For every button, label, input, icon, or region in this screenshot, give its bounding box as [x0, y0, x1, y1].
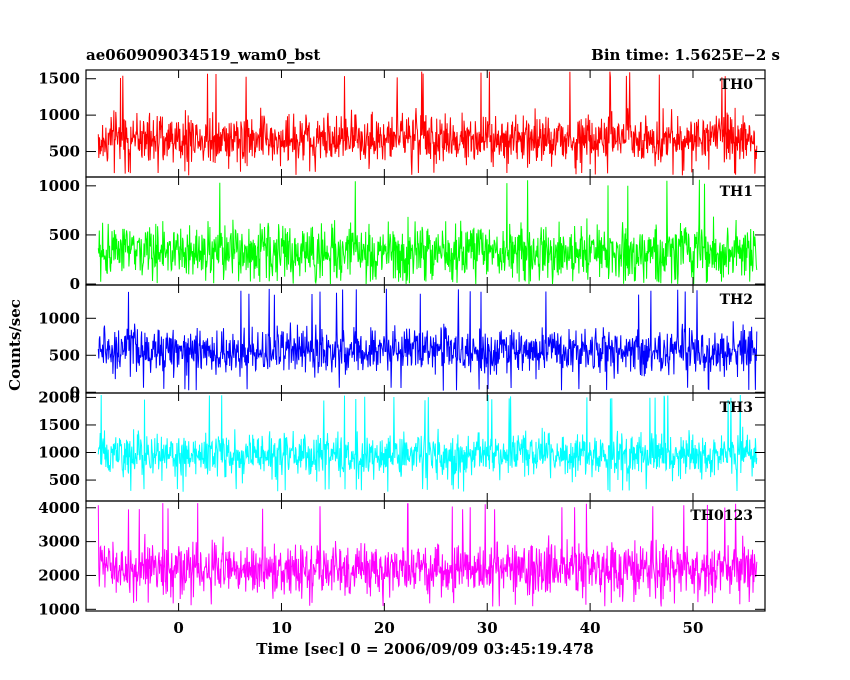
y-tick-label: 500 — [49, 346, 80, 364]
y-tick-label: 1500 — [38, 416, 80, 434]
panel-label: TH3 — [720, 400, 753, 416]
chart-title-right: Bin time: 1.5625E−2 s — [591, 46, 780, 64]
y-tick-label: 500 — [49, 226, 80, 244]
panel-th1: 0 500 1000 TH1 — [38, 176, 766, 293]
y-tick-label: 0 — [70, 383, 80, 401]
x-axis-label: Time [sec] 0 = 2006/09/09 03:45:19.478 — [256, 640, 593, 658]
x-tick-label: 20 — [374, 619, 395, 637]
x-tick-label: 50 — [683, 619, 704, 637]
y-tick-label: 1000 — [38, 177, 80, 195]
panel-label: TH0123 — [690, 508, 753, 524]
series-th1 — [97, 179, 758, 285]
panel-th0: 500 1000 1500 TH0 — [38, 69, 766, 178]
panel-th2: 0 500 1000 TH2 — [38, 284, 766, 401]
chart-title-left: ae060909034519_wam0_bst — [86, 46, 320, 64]
series-th0 — [97, 71, 758, 176]
x-tick-label: 10 — [271, 619, 292, 637]
y-tick-label: 1000 — [38, 309, 80, 327]
y-tick-label: 500 — [49, 143, 80, 161]
y-axis-label: Counts/sec — [6, 299, 24, 391]
y-tick-label: 500 — [49, 471, 80, 489]
y-tick-label: 2000 — [38, 388, 80, 406]
y-tick-label: 4000 — [38, 499, 80, 517]
series-th3 — [97, 394, 758, 492]
panel-label: TH1 — [720, 184, 753, 200]
panel-th3: 500 1000 1500 2000 TH3 — [38, 388, 766, 502]
x-tick-label: 0 — [173, 619, 183, 637]
panel-th0123: 1000 2000 3000 4000 TH0123 — [38, 499, 766, 618]
y-tick-label: 1000 — [38, 600, 80, 618]
y-tick-label: 1000 — [38, 106, 80, 124]
y-tick-label: 2000 — [38, 566, 80, 584]
panel-frame — [85, 500, 766, 612]
y-tick-label: 3000 — [38, 533, 80, 551]
x-tick-label: 40 — [580, 619, 601, 637]
x-tick-label: 30 — [477, 619, 498, 637]
y-tick-label: 0 — [70, 275, 80, 293]
y-tick-label: 1500 — [38, 70, 80, 88]
series-th0123 — [97, 503, 758, 607]
y-tick-label: 1000 — [38, 444, 80, 462]
panel-label: TH0 — [720, 77, 754, 93]
panel-label: TH2 — [720, 292, 753, 308]
series-th2 — [97, 288, 758, 391]
